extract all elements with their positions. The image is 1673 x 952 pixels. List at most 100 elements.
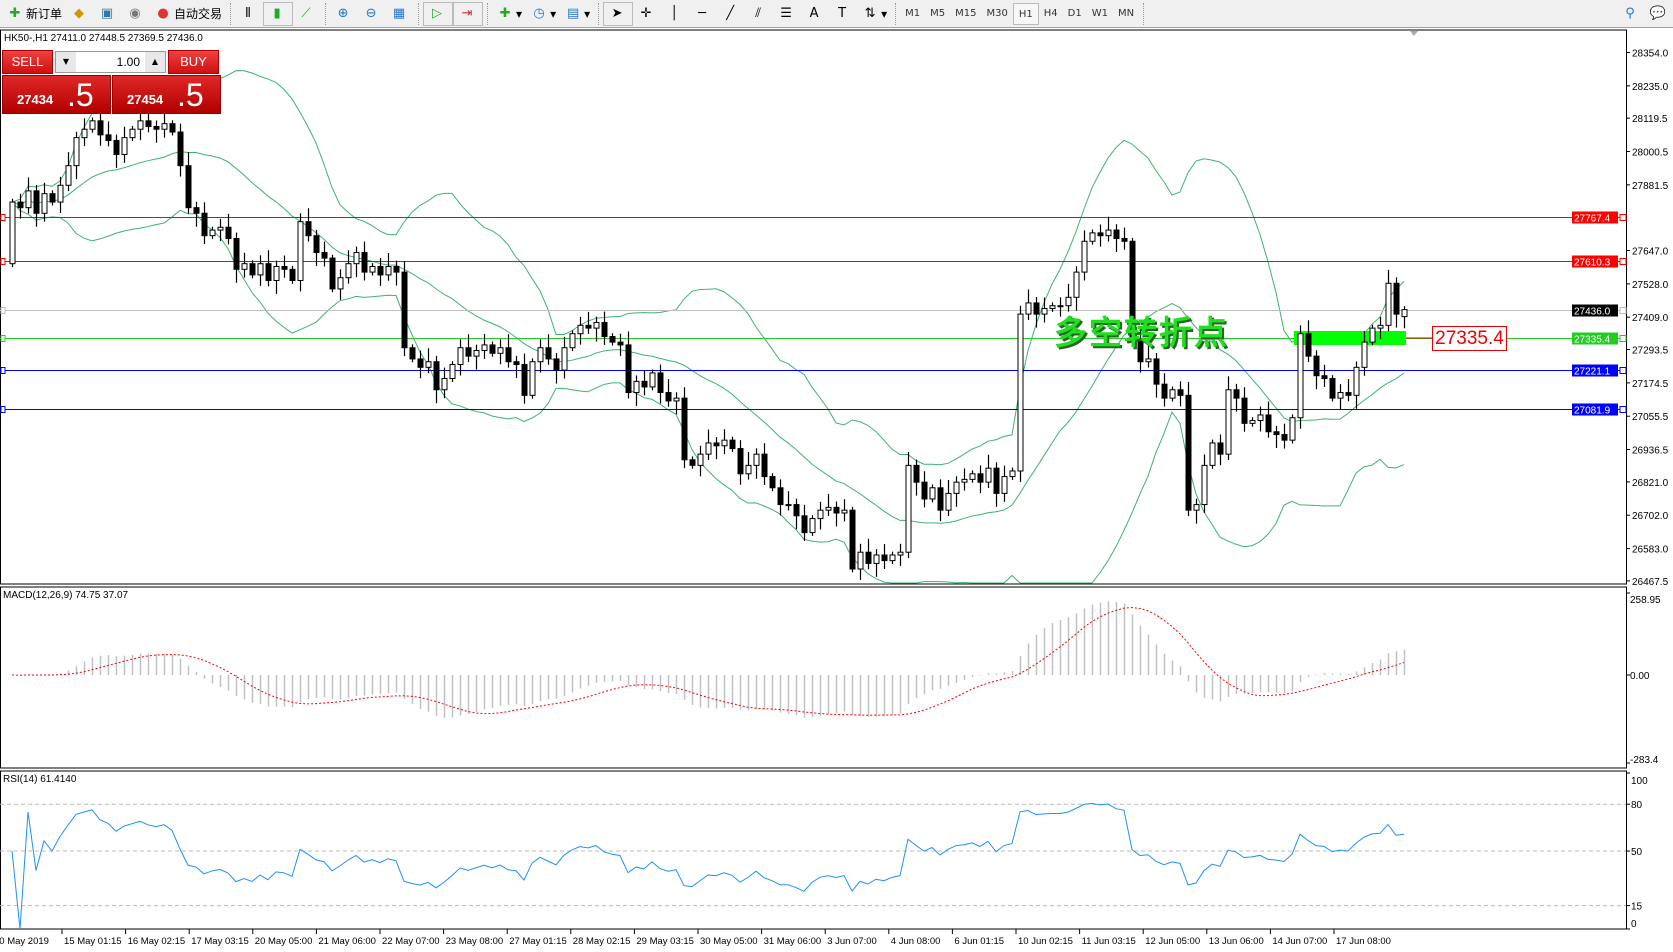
candle — [833, 501, 840, 527]
timeframe-m1-button[interactable]: M1 — [905, 7, 921, 19]
search-button[interactable]: ⚲ — [1617, 2, 1645, 26]
candle-body — [329, 257, 336, 290]
candle-body — [1009, 470, 1016, 478]
tile-windows-button[interactable]: ▦ — [386, 2, 414, 26]
candle — [233, 232, 240, 283]
line-chart-button[interactable]: ⟋ — [293, 2, 321, 26]
indicators-button[interactable]: ✚ ▾ — [492, 2, 526, 26]
time-axis-label: 15 May 01:15 — [64, 936, 122, 947]
candle-body — [497, 347, 504, 354]
candle-body — [297, 221, 304, 282]
lot-size-input[interactable]: 1.00 — [116, 55, 140, 69]
candle — [825, 493, 832, 517]
turning-point-annotation[interactable]: 多空转折点 — [1054, 313, 1229, 352]
level-price-label: 27081.9 — [1574, 406, 1611, 417]
candle-body — [761, 453, 768, 478]
bollinger-upper-band — [11, 70, 1405, 466]
candle-body — [953, 481, 960, 494]
text-button[interactable]: A — [801, 2, 829, 26]
rsi-label: RSI(14) 61.4140 — [3, 774, 77, 785]
zoom-in-button[interactable]: ⊕ — [330, 2, 358, 26]
candle — [1289, 414, 1296, 444]
candle-body — [1121, 237, 1128, 242]
candle-body — [569, 333, 576, 349]
periods-button[interactable]: ◷ ▾ — [526, 2, 560, 26]
price-axis-label: 26702.0 — [1632, 511, 1669, 522]
candle — [921, 471, 928, 508]
candle — [121, 126, 128, 163]
auto-trading-button[interactable]: ● 自动交易 — [150, 2, 226, 26]
timeframe-h1-button[interactable]: H1 — [1012, 2, 1039, 25]
candle — [545, 334, 552, 365]
timeframe-mn-button[interactable]: MN — [1117, 7, 1135, 19]
equidistant-channel-button[interactable]: ⫽ — [745, 2, 773, 26]
timeframe-h4-button[interactable]: H4 — [1043, 7, 1058, 19]
timeframe-d1-button[interactable]: D1 — [1067, 7, 1082, 19]
lot-increase-button[interactable]: ▲ — [145, 52, 165, 72]
candle — [881, 544, 888, 570]
horizontal-line-button[interactable]: ─ — [689, 2, 717, 26]
text-label-button[interactable]: T — [829, 2, 857, 26]
lot-size-stepper[interactable]: ▼ 1.00 ▲ — [55, 51, 166, 73]
sell-button[interactable]: SELL — [2, 50, 53, 74]
timeframe-m30-button[interactable]: M30 — [986, 7, 1008, 19]
candle — [841, 499, 848, 522]
level-line-handle — [1619, 258, 1627, 265]
cursor-button[interactable]: ➤ — [603, 1, 634, 26]
candle-body — [1033, 302, 1040, 315]
candle — [337, 269, 344, 300]
fibonacci-icon: ☰ — [780, 5, 792, 21]
bar-chart-button[interactable]: ⫴ — [235, 2, 263, 26]
level-line-handle — [0, 335, 6, 342]
chat-button[interactable]: 💬 — [1645, 2, 1673, 26]
candle-body — [1361, 341, 1368, 368]
vertical-line-button[interactable]: │ — [661, 2, 689, 26]
candle — [625, 331, 632, 399]
zoom-out-button[interactable]: ⊖ — [358, 2, 386, 26]
lot-decrease-button[interactable]: ▼ — [56, 52, 76, 72]
candle — [425, 348, 432, 374]
candle — [937, 479, 944, 522]
sell-price-fraction: .5 — [67, 77, 94, 113]
candle-body — [753, 453, 760, 466]
candle — [1137, 330, 1144, 373]
candle — [1049, 302, 1056, 312]
candle-body — [745, 464, 752, 475]
buy-price-button[interactable]: 27454 .5 — [112, 75, 221, 114]
buy-button[interactable]: BUY — [168, 50, 219, 74]
timeframe-w1-button[interactable]: W1 — [1091, 7, 1108, 19]
candle-body — [393, 265, 400, 273]
sell-price-button[interactable]: 27434 .5 — [2, 75, 111, 114]
pivot-zone-rectangle — [1294, 331, 1406, 345]
candle — [1241, 387, 1248, 432]
timeframe-m5-button[interactable]: M5 — [930, 7, 946, 19]
candle — [385, 253, 392, 281]
candle — [489, 341, 496, 357]
templates-button[interactable]: ▤ ▾ — [560, 2, 594, 26]
candle-body — [1153, 358, 1160, 385]
fibonacci-button[interactable]: ☰ — [773, 2, 801, 26]
navigator-button[interactable]: ▣ — [94, 2, 122, 26]
candle — [65, 152, 72, 192]
crosshair-button[interactable]: ✛ — [633, 2, 661, 26]
level-line-handle — [1619, 214, 1627, 221]
trendline-button[interactable]: ╱ — [717, 2, 745, 26]
new-order-button[interactable]: ✚ 新订单 — [2, 2, 66, 26]
metaeditor-button[interactable]: ◆ — [66, 2, 94, 26]
auto-scroll-button[interactable]: ▷ — [423, 1, 454, 26]
arrows-button[interactable]: ⇅ ▾ — [857, 2, 891, 26]
candle — [673, 392, 680, 415]
price-annotation[interactable]: 27335.4 — [1432, 326, 1507, 351]
signals-button[interactable]: ◉ — [122, 2, 150, 26]
candle — [241, 252, 248, 278]
level-price-tag — [1572, 211, 1618, 224]
candle-body — [801, 515, 808, 534]
arrows-icon: ⇅ — [864, 5, 876, 21]
candle-body — [633, 380, 640, 394]
candle — [889, 551, 896, 564]
candlestick-button[interactable]: ▮ — [263, 1, 294, 26]
timeframe-m15-button[interactable]: M15 — [955, 7, 977, 19]
chart-shift-button[interactable]: ⇥ — [453, 1, 484, 26]
new-order-label: 新订单 — [26, 7, 63, 21]
